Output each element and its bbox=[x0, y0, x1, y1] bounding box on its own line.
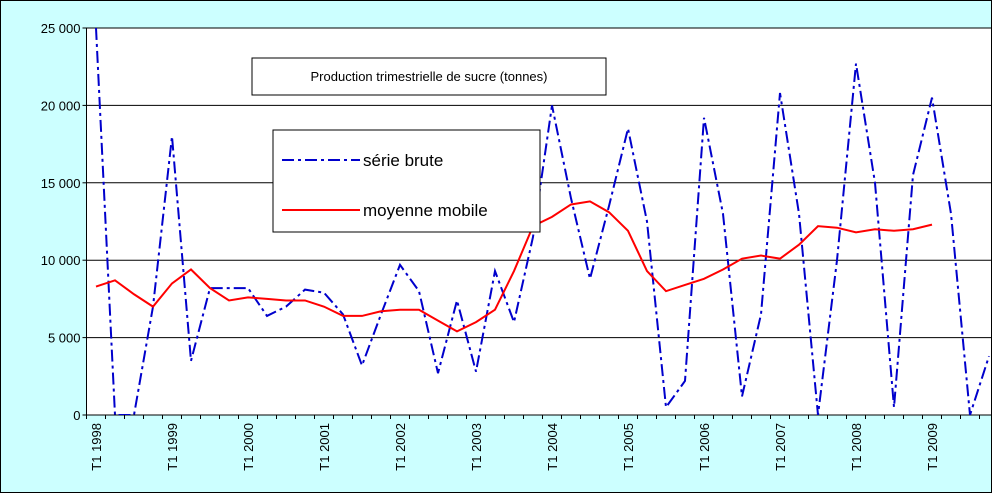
x-tick-label: T1 2007 bbox=[773, 423, 788, 471]
chart-title: Production trimestrielle de sucre (tonne… bbox=[311, 69, 548, 84]
series-line bbox=[95, 28, 990, 415]
x-tick-label: T1 2002 bbox=[393, 423, 408, 471]
x-tick-label: T1 2009 bbox=[925, 423, 940, 471]
y-tick-label: 15 000 bbox=[41, 176, 81, 191]
x-tick-label: T1 1999 bbox=[165, 423, 180, 471]
x-tick-label: T1 2004 bbox=[545, 423, 560, 471]
y-tick-label: 0 bbox=[73, 408, 80, 423]
x-tick-label: T1 2008 bbox=[849, 423, 864, 471]
legend-label: série brute bbox=[363, 151, 443, 170]
series-line bbox=[95, 200, 933, 333]
x-tick-label: T1 2005 bbox=[621, 423, 636, 471]
x-tick-label: T1 2006 bbox=[697, 423, 712, 471]
y-tick-label: 25 000 bbox=[41, 21, 81, 36]
title-box bbox=[251, 57, 607, 96]
y-tick-label: 10 000 bbox=[41, 253, 81, 268]
x-tick-label: T1 1998 bbox=[89, 423, 104, 471]
y-tick-label: 5 000 bbox=[48, 331, 81, 346]
legend-box bbox=[272, 129, 541, 233]
x-tick-label: T1 2001 bbox=[317, 423, 332, 471]
x-tick-label: T1 2003 bbox=[469, 423, 484, 471]
y-tick-label: 20 000 bbox=[41, 98, 81, 113]
legend-label: moyenne mobile bbox=[363, 201, 488, 220]
x-tick-label: T1 2000 bbox=[241, 423, 256, 471]
